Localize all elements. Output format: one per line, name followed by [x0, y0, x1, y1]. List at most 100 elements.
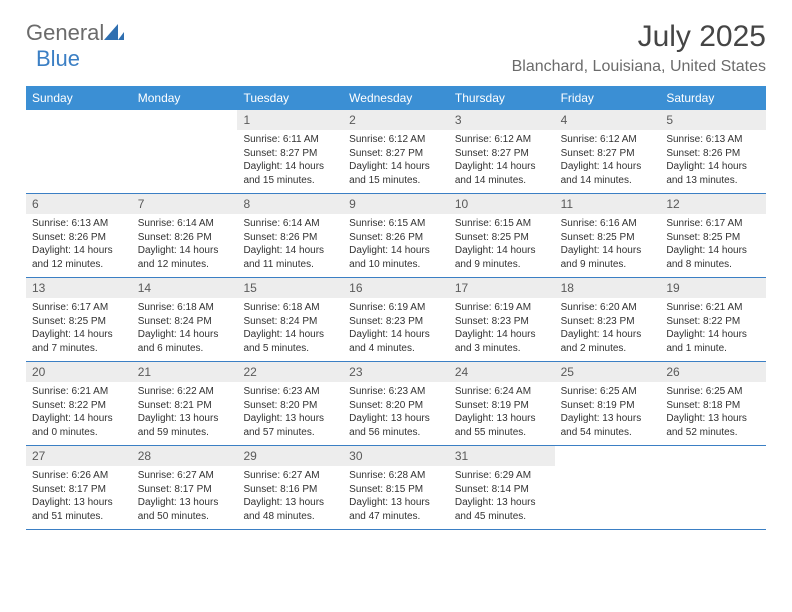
- sunset-text: Sunset: 8:27 PM: [349, 147, 443, 161]
- calendar-grid: Sunday Monday Tuesday Wednesday Thursday…: [26, 86, 766, 530]
- daylight-text: Daylight: 13 hours and 51 minutes.: [32, 496, 126, 523]
- week-row: 27Sunrise: 6:26 AMSunset: 8:17 PMDayligh…: [26, 446, 766, 530]
- day-number: 30: [343, 446, 449, 466]
- day-number: 22: [237, 362, 343, 382]
- sunset-text: Sunset: 8:26 PM: [32, 231, 126, 245]
- sunrise-text: Sunrise: 6:14 AM: [243, 217, 337, 231]
- month-year-title: July 2025: [512, 20, 766, 54]
- daylight-text: Daylight: 14 hours and 13 minutes.: [666, 160, 760, 187]
- daylight-text: Daylight: 13 hours and 47 minutes.: [349, 496, 443, 523]
- day-cell: 3Sunrise: 6:12 AMSunset: 8:27 PMDaylight…: [449, 110, 555, 193]
- daylight-text: Daylight: 14 hours and 15 minutes.: [243, 160, 337, 187]
- day-details: Sunrise: 6:16 AMSunset: 8:25 PMDaylight:…: [555, 214, 661, 277]
- day-cell: 14Sunrise: 6:18 AMSunset: 8:24 PMDayligh…: [132, 278, 238, 361]
- sunset-text: Sunset: 8:16 PM: [243, 483, 337, 497]
- day-cell: 6Sunrise: 6:13 AMSunset: 8:26 PMDaylight…: [26, 194, 132, 277]
- day-number: 5: [660, 110, 766, 130]
- dow-tuesday: Tuesday: [237, 86, 343, 110]
- day-details: Sunrise: 6:19 AMSunset: 8:23 PMDaylight:…: [343, 298, 449, 361]
- day-number: 24: [449, 362, 555, 382]
- day-details: Sunrise: 6:18 AMSunset: 8:24 PMDaylight:…: [132, 298, 238, 361]
- day-number: 20: [26, 362, 132, 382]
- daylight-text: Daylight: 14 hours and 5 minutes.: [243, 328, 337, 355]
- day-cell: 19Sunrise: 6:21 AMSunset: 8:22 PMDayligh…: [660, 278, 766, 361]
- day-details: Sunrise: 6:27 AMSunset: 8:17 PMDaylight:…: [132, 466, 238, 529]
- day-cell: 24Sunrise: 6:24 AMSunset: 8:19 PMDayligh…: [449, 362, 555, 445]
- sunrise-text: Sunrise: 6:21 AM: [32, 385, 126, 399]
- day-details: Sunrise: 6:22 AMSunset: 8:21 PMDaylight:…: [132, 382, 238, 445]
- daylight-text: Daylight: 13 hours and 48 minutes.: [243, 496, 337, 523]
- sunset-text: Sunset: 8:17 PM: [32, 483, 126, 497]
- daylight-text: Daylight: 13 hours and 45 minutes.: [455, 496, 549, 523]
- day-cell: 15Sunrise: 6:18 AMSunset: 8:24 PMDayligh…: [237, 278, 343, 361]
- day-number: 19: [660, 278, 766, 298]
- day-number: 28: [132, 446, 238, 466]
- day-details: Sunrise: 6:13 AMSunset: 8:26 PMDaylight:…: [26, 214, 132, 277]
- day-cell: [26, 110, 132, 193]
- sunrise-text: Sunrise: 6:12 AM: [561, 133, 655, 147]
- weeks-container: 1Sunrise: 6:11 AMSunset: 8:27 PMDaylight…: [26, 110, 766, 530]
- sunset-text: Sunset: 8:23 PM: [349, 315, 443, 329]
- title-block: July 2025 Blanchard, Louisiana, United S…: [512, 20, 766, 76]
- day-cell: 25Sunrise: 6:25 AMSunset: 8:19 PMDayligh…: [555, 362, 661, 445]
- day-details: Sunrise: 6:12 AMSunset: 8:27 PMDaylight:…: [449, 130, 555, 193]
- day-cell: [132, 110, 238, 193]
- day-details: Sunrise: 6:27 AMSunset: 8:16 PMDaylight:…: [237, 466, 343, 529]
- dow-friday: Friday: [555, 86, 661, 110]
- day-cell: 11Sunrise: 6:16 AMSunset: 8:25 PMDayligh…: [555, 194, 661, 277]
- day-number: 29: [237, 446, 343, 466]
- daylight-text: Daylight: 14 hours and 14 minutes.: [561, 160, 655, 187]
- sunset-text: Sunset: 8:24 PM: [243, 315, 337, 329]
- daylight-text: Daylight: 14 hours and 7 minutes.: [32, 328, 126, 355]
- sunset-text: Sunset: 8:19 PM: [455, 399, 549, 413]
- day-cell: 5Sunrise: 6:13 AMSunset: 8:26 PMDaylight…: [660, 110, 766, 193]
- day-details: Sunrise: 6:19 AMSunset: 8:23 PMDaylight:…: [449, 298, 555, 361]
- day-details: Sunrise: 6:14 AMSunset: 8:26 PMDaylight:…: [237, 214, 343, 277]
- day-number: 31: [449, 446, 555, 466]
- day-details: Sunrise: 6:13 AMSunset: 8:26 PMDaylight:…: [660, 130, 766, 193]
- daylight-text: Daylight: 14 hours and 9 minutes.: [455, 244, 549, 271]
- daylight-text: Daylight: 13 hours and 54 minutes.: [561, 412, 655, 439]
- sunrise-text: Sunrise: 6:25 AM: [561, 385, 655, 399]
- day-details: Sunrise: 6:24 AMSunset: 8:19 PMDaylight:…: [449, 382, 555, 445]
- day-cell: 13Sunrise: 6:17 AMSunset: 8:25 PMDayligh…: [26, 278, 132, 361]
- day-cell: 7Sunrise: 6:14 AMSunset: 8:26 PMDaylight…: [132, 194, 238, 277]
- logo-triangle-icon: [104, 24, 124, 40]
- daylight-text: Daylight: 14 hours and 1 minute.: [666, 328, 760, 355]
- day-details: Sunrise: 6:23 AMSunset: 8:20 PMDaylight:…: [237, 382, 343, 445]
- daylight-text: Daylight: 14 hours and 6 minutes.: [138, 328, 232, 355]
- day-details: Sunrise: 6:12 AMSunset: 8:27 PMDaylight:…: [555, 130, 661, 193]
- day-number: 17: [449, 278, 555, 298]
- sunset-text: Sunset: 8:19 PM: [561, 399, 655, 413]
- dow-wednesday: Wednesday: [343, 86, 449, 110]
- sunrise-text: Sunrise: 6:21 AM: [666, 301, 760, 315]
- day-number: 6: [26, 194, 132, 214]
- day-cell: 4Sunrise: 6:12 AMSunset: 8:27 PMDaylight…: [555, 110, 661, 193]
- logo: General Blue: [26, 20, 124, 72]
- dow-saturday: Saturday: [660, 86, 766, 110]
- day-number: 10: [449, 194, 555, 214]
- sunrise-text: Sunrise: 6:20 AM: [561, 301, 655, 315]
- dow-monday: Monday: [132, 86, 238, 110]
- day-cell: 9Sunrise: 6:15 AMSunset: 8:26 PMDaylight…: [343, 194, 449, 277]
- week-row: 20Sunrise: 6:21 AMSunset: 8:22 PMDayligh…: [26, 362, 766, 446]
- day-cell: 12Sunrise: 6:17 AMSunset: 8:25 PMDayligh…: [660, 194, 766, 277]
- daylight-text: Daylight: 14 hours and 11 minutes.: [243, 244, 337, 271]
- daylight-text: Daylight: 13 hours and 50 minutes.: [138, 496, 232, 523]
- day-details: Sunrise: 6:14 AMSunset: 8:26 PMDaylight:…: [132, 214, 238, 277]
- daylight-text: Daylight: 14 hours and 10 minutes.: [349, 244, 443, 271]
- day-cell: [555, 446, 661, 529]
- day-details: Sunrise: 6:12 AMSunset: 8:27 PMDaylight:…: [343, 130, 449, 193]
- day-cell: 27Sunrise: 6:26 AMSunset: 8:17 PMDayligh…: [26, 446, 132, 529]
- sunrise-text: Sunrise: 6:18 AM: [243, 301, 337, 315]
- day-details: Sunrise: 6:20 AMSunset: 8:23 PMDaylight:…: [555, 298, 661, 361]
- day-details: Sunrise: 6:11 AMSunset: 8:27 PMDaylight:…: [237, 130, 343, 193]
- week-row: 13Sunrise: 6:17 AMSunset: 8:25 PMDayligh…: [26, 278, 766, 362]
- sunset-text: Sunset: 8:27 PM: [243, 147, 337, 161]
- day-number: 1: [237, 110, 343, 130]
- day-details: Sunrise: 6:28 AMSunset: 8:15 PMDaylight:…: [343, 466, 449, 529]
- day-number: 18: [555, 278, 661, 298]
- daylight-text: Daylight: 13 hours and 52 minutes.: [666, 412, 760, 439]
- sunrise-text: Sunrise: 6:16 AM: [561, 217, 655, 231]
- sunset-text: Sunset: 8:26 PM: [666, 147, 760, 161]
